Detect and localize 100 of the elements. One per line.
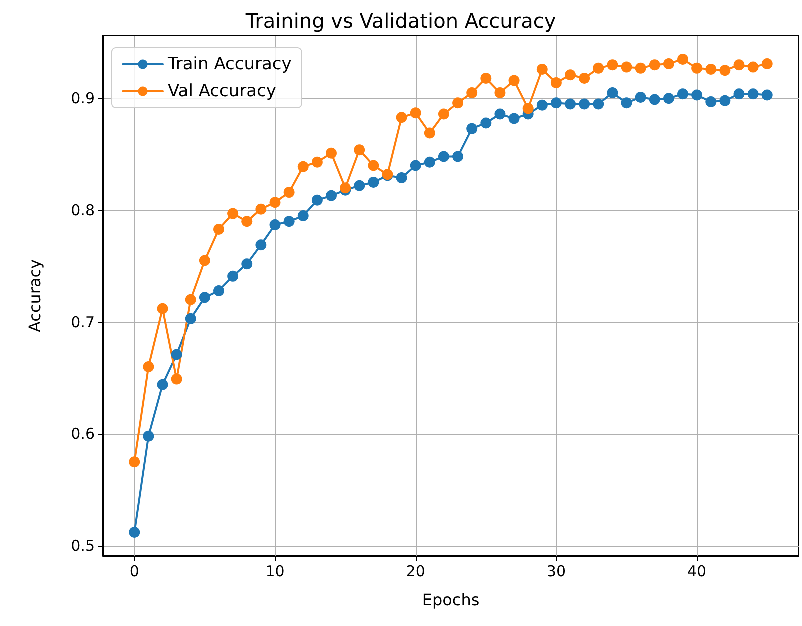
point	[214, 285, 224, 296]
x-tick-label: 40	[688, 562, 707, 580]
point	[326, 148, 337, 159]
point	[678, 88, 688, 100]
point	[312, 156, 323, 168]
point	[621, 98, 632, 109]
chart-title: Training vs Validation Accuracy	[244, 9, 556, 33]
point	[607, 60, 618, 71]
point	[157, 379, 168, 390]
y-tick-label: 0.6	[71, 425, 95, 444]
point	[762, 58, 773, 70]
point	[565, 70, 576, 81]
point	[410, 160, 422, 172]
point	[284, 216, 295, 228]
point	[368, 176, 380, 188]
point	[143, 430, 154, 442]
point	[185, 294, 196, 306]
point	[466, 88, 478, 99]
point	[649, 94, 660, 106]
y-tick-label: 0.8	[71, 201, 95, 220]
point	[242, 258, 253, 270]
point	[678, 54, 688, 65]
point	[452, 98, 464, 109]
point	[565, 98, 576, 110]
point	[452, 151, 464, 162]
point	[326, 190, 337, 202]
point	[396, 112, 408, 124]
point	[494, 88, 506, 99]
point	[663, 93, 674, 104]
y-tick-label: 0.9	[71, 90, 95, 108]
point	[438, 108, 450, 120]
point	[607, 88, 618, 99]
x-tick-label: 10	[266, 562, 285, 580]
point	[171, 349, 182, 360]
point	[270, 219, 281, 230]
point	[284, 187, 295, 198]
point	[734, 60, 745, 71]
point	[396, 172, 408, 184]
point	[354, 144, 366, 156]
point	[550, 98, 562, 109]
x-tick-label: 30	[546, 562, 566, 580]
point	[762, 90, 773, 101]
y-tick-label: 0.5	[71, 536, 95, 555]
point	[593, 62, 604, 74]
point	[354, 180, 366, 192]
point	[692, 62, 703, 74]
point	[129, 527, 140, 538]
point	[579, 72, 590, 84]
point	[522, 103, 534, 114]
point	[410, 108, 422, 119]
point	[242, 216, 253, 228]
point	[748, 88, 759, 100]
point	[748, 62, 759, 73]
point	[228, 208, 239, 220]
point	[143, 362, 154, 373]
point	[199, 292, 210, 304]
y-axis-title: Accuracy	[26, 259, 44, 333]
point	[480, 118, 492, 129]
point	[536, 100, 548, 111]
point	[494, 108, 506, 120]
y-tick-label: 0.7	[71, 313, 95, 332]
point	[438, 151, 450, 162]
point	[706, 64, 717, 76]
point	[256, 204, 267, 215]
point	[706, 96, 717, 108]
point	[228, 270, 239, 282]
legend-label: Val Accuracy	[168, 82, 276, 102]
legend-label: Train Accuracy	[167, 54, 292, 74]
point	[621, 62, 632, 73]
point	[298, 161, 309, 172]
point	[368, 160, 380, 172]
point	[424, 156, 436, 168]
point	[720, 95, 731, 106]
x-tick-label: 20	[406, 562, 426, 580]
point	[692, 90, 703, 101]
point	[649, 60, 660, 71]
point	[593, 98, 604, 110]
point	[129, 456, 140, 468]
point	[157, 303, 168, 314]
point	[550, 77, 562, 88]
point	[663, 58, 674, 70]
x-tick-label: 0	[130, 562, 140, 580]
point	[171, 374, 182, 385]
point	[635, 62, 646, 74]
point	[635, 92, 646, 103]
point	[480, 72, 492, 84]
point	[579, 98, 590, 110]
point	[508, 75, 520, 86]
x-axis-title: Epochs	[422, 590, 480, 610]
point	[312, 194, 323, 206]
point	[720, 65, 731, 76]
point	[536, 64, 548, 76]
point	[466, 123, 478, 134]
point	[508, 113, 520, 124]
point	[185, 313, 196, 324]
point	[424, 128, 436, 139]
point	[270, 197, 281, 208]
point	[298, 210, 309, 222]
point	[214, 224, 224, 235]
point	[199, 255, 210, 266]
